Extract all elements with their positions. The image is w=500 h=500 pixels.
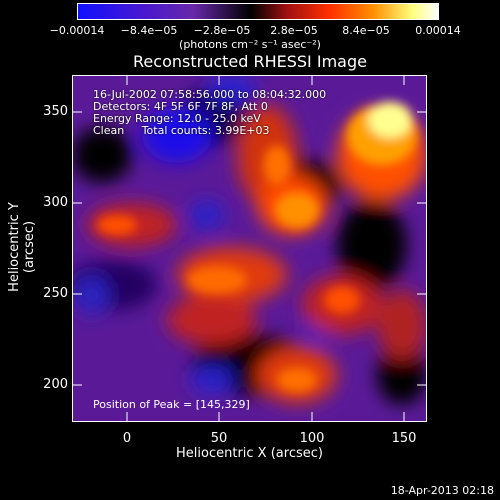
y-axis-title: Heliocentric Y (arcsec) xyxy=(7,202,37,292)
colorbar-tick-label: −8.4e−05 xyxy=(120,24,178,37)
colorbar-tick-label: 0.00014 xyxy=(415,24,461,37)
x-tick-label: 50 xyxy=(210,431,228,446)
y-tick-label: 200 xyxy=(43,377,68,392)
time-range-label: 16-Jul-2002 07:58:56.000 to 08:04:32.000 xyxy=(93,88,327,101)
colorbar-units: (photons cm⁻² s⁻¹ asec⁻²) xyxy=(179,38,321,51)
image-title: Reconstructed RHESSI Image xyxy=(133,52,367,71)
timestamp: 18-Apr-2013 02:18 xyxy=(390,484,494,497)
x-tick-label: 0 xyxy=(122,431,132,446)
colorbar-tick-label: −2.8e−05 xyxy=(193,24,251,37)
x-tick-label: 150 xyxy=(391,431,417,446)
colorbar-tick-label: −0.00014 xyxy=(49,24,105,37)
detectors-label: Detectors: 4F 5F 6F 7F 8F, Att 0 xyxy=(93,100,268,113)
rhessi-image xyxy=(72,75,427,422)
peak-position-label: Position of Peak = [145,329] xyxy=(93,398,250,411)
y-tick-label: 350 xyxy=(43,104,68,119)
energy-range-label: Energy Range: 12.0 - 25.0 keV xyxy=(93,112,261,125)
x-tick-label: 100 xyxy=(299,431,325,446)
colorbar-tick-label: 2.8e−05 xyxy=(270,24,318,37)
y-tick-label: 300 xyxy=(43,195,68,210)
clean-info-label: Clean Total counts: 3.99E+03 xyxy=(93,124,270,137)
x-axis-title: Heliocentric X (arcsec) xyxy=(176,446,323,461)
colorbar-tick-label: 8.4e−05 xyxy=(342,24,390,37)
colorbar xyxy=(77,3,439,20)
y-tick-label: 250 xyxy=(43,286,68,301)
